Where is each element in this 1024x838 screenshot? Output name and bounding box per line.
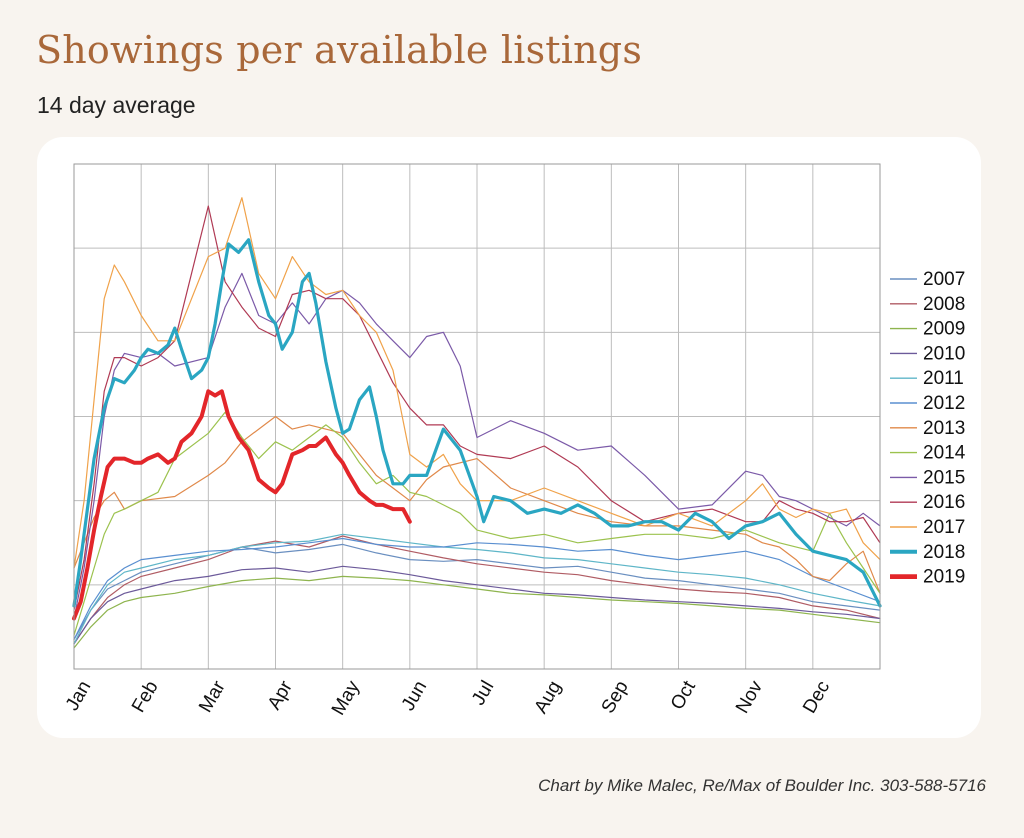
chart-subtitle: 14 day average bbox=[37, 92, 196, 118]
legend-label: 2008 bbox=[923, 294, 965, 315]
legend-label: 2011 bbox=[923, 368, 964, 389]
x-tick-label: Jan bbox=[62, 677, 96, 714]
series-line-2018 bbox=[72, 238, 882, 608]
legend-label: 2013 bbox=[923, 418, 965, 439]
x-tick-label: Oct bbox=[667, 677, 700, 714]
plot-border bbox=[73, 163, 881, 670]
x-tick-label: Mar bbox=[195, 677, 230, 716]
legend-label: 2015 bbox=[923, 467, 965, 488]
series-line-2014 bbox=[73, 411, 881, 636]
x-tick-label: May bbox=[328, 677, 364, 719]
x-tick-label: Jun bbox=[398, 677, 432, 714]
series-line-2010 bbox=[73, 565, 881, 645]
x-tick-label: Sep bbox=[598, 677, 633, 717]
legend-label: 2010 bbox=[923, 343, 965, 364]
series-line-2015 bbox=[73, 272, 881, 620]
x-tick-label: Jul bbox=[468, 677, 498, 709]
x-tick-label: Nov bbox=[732, 677, 767, 717]
chart-title: Showings per available listings bbox=[36, 28, 643, 72]
series-line-2017 bbox=[73, 197, 881, 569]
x-tick-label: Apr bbox=[264, 677, 297, 714]
series-line-2013 bbox=[73, 415, 881, 594]
legend-label: 2017 bbox=[923, 517, 965, 538]
legend-label: 2007 bbox=[923, 269, 965, 290]
x-tick-label: Feb bbox=[128, 677, 163, 716]
chart-credit: Chart by Mike Malec, Re/Max of Boulder I… bbox=[538, 776, 986, 795]
series-line-2008 bbox=[73, 535, 881, 645]
legend-label: 2009 bbox=[923, 319, 965, 340]
legend-label: 2012 bbox=[923, 393, 965, 414]
x-tick-label: Aug bbox=[530, 677, 565, 717]
legend-label: 2014 bbox=[923, 443, 966, 464]
series-line-2016 bbox=[73, 205, 881, 611]
legend-label: 2018 bbox=[923, 542, 965, 563]
legend-label: 2016 bbox=[923, 492, 965, 513]
series-line-2009 bbox=[73, 575, 881, 649]
x-tick-label: Dec bbox=[799, 677, 834, 717]
series-line-2012 bbox=[73, 537, 881, 641]
line-chart: Jan Feb Mar Apr May Jun Jul Aug Sep Oct Nov Dec 2007… bbox=[62, 163, 966, 719]
series-line-2019 bbox=[72, 389, 412, 621]
series-line-2007 bbox=[73, 543, 881, 641]
chart-card: Jan Feb Mar Apr May Jun Jul Aug Sep Oct Nov Dec 2007… bbox=[37, 137, 981, 738]
legend-label: 2019 bbox=[923, 567, 965, 588]
